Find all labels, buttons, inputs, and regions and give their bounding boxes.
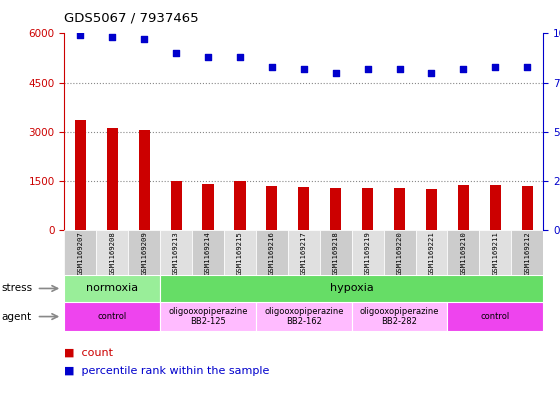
Bar [479, 230, 511, 275]
Point [331, 70, 340, 76]
Point [459, 66, 468, 72]
Bar [139, 130, 150, 230]
Text: oligooxopiperazine
BB2-282: oligooxopiperazine BB2-282 [360, 307, 439, 326]
Bar [298, 187, 309, 230]
Bar [458, 185, 469, 230]
Point [108, 34, 116, 40]
Bar [256, 302, 352, 331]
Bar [320, 230, 352, 275]
Text: GSM1169215: GSM1169215 [237, 231, 243, 275]
Point [171, 50, 180, 56]
Text: GSM1169210: GSM1169210 [460, 231, 466, 275]
Point [523, 64, 532, 70]
Point [139, 36, 148, 42]
Point [235, 54, 244, 60]
Bar [267, 185, 277, 230]
Text: ■  percentile rank within the sample: ■ percentile rank within the sample [64, 365, 270, 376]
Bar [160, 230, 192, 275]
Bar [203, 184, 213, 230]
Bar [330, 188, 341, 230]
Bar [64, 230, 96, 275]
Text: agent: agent [1, 312, 31, 321]
Text: GSM1169209: GSM1169209 [141, 231, 147, 275]
Point [268, 64, 277, 70]
Text: GSM1169212: GSM1169212 [524, 231, 530, 275]
Bar [352, 302, 447, 331]
Bar [511, 230, 543, 275]
Text: normoxia: normoxia [86, 283, 138, 294]
Text: GSM1169216: GSM1169216 [269, 231, 275, 275]
Bar [384, 230, 416, 275]
Text: hypoxia: hypoxia [330, 283, 374, 294]
Text: GSM1169217: GSM1169217 [301, 231, 307, 275]
Bar [522, 186, 533, 230]
Text: GSM1169214: GSM1169214 [205, 231, 211, 275]
Point [363, 66, 372, 72]
Bar [447, 230, 479, 275]
Bar [160, 275, 543, 302]
Text: GSM1169218: GSM1169218 [333, 231, 339, 275]
Text: GDS5067 / 7937465: GDS5067 / 7937465 [64, 12, 199, 25]
Bar [64, 275, 160, 302]
Text: GSM1169219: GSM1169219 [365, 231, 371, 275]
Bar [64, 302, 160, 331]
Bar [160, 302, 256, 331]
Bar [352, 230, 384, 275]
Bar [128, 230, 160, 275]
Point [491, 64, 500, 70]
Text: control: control [480, 312, 510, 321]
Point [427, 70, 436, 76]
Bar [288, 230, 320, 275]
Point [76, 32, 85, 39]
Text: GSM1169213: GSM1169213 [173, 231, 179, 275]
Text: ■  count: ■ count [64, 348, 113, 358]
Text: GSM1169220: GSM1169220 [396, 231, 403, 275]
Bar [362, 187, 373, 230]
Bar [447, 302, 543, 331]
Point [204, 54, 213, 60]
Text: GSM1169207: GSM1169207 [77, 231, 83, 275]
Text: control: control [97, 312, 127, 321]
Text: GSM1169221: GSM1169221 [428, 231, 435, 275]
Bar [416, 230, 447, 275]
Bar [224, 230, 256, 275]
Text: GSM1169211: GSM1169211 [492, 231, 498, 275]
Bar [171, 182, 181, 230]
Text: oligooxopiperazine
BB2-125: oligooxopiperazine BB2-125 [169, 307, 248, 326]
Bar [75, 120, 86, 230]
Bar [192, 230, 224, 275]
Text: stress: stress [1, 283, 32, 294]
Bar [490, 185, 501, 230]
Bar [96, 230, 128, 275]
Point [299, 66, 308, 72]
Text: oligooxopiperazine
BB2-162: oligooxopiperazine BB2-162 [264, 307, 343, 326]
Bar [107, 129, 118, 230]
Point [395, 66, 404, 72]
Bar [235, 182, 245, 230]
Text: GSM1169208: GSM1169208 [109, 231, 115, 275]
Bar [426, 189, 437, 230]
Bar [256, 230, 288, 275]
Bar [394, 187, 405, 230]
